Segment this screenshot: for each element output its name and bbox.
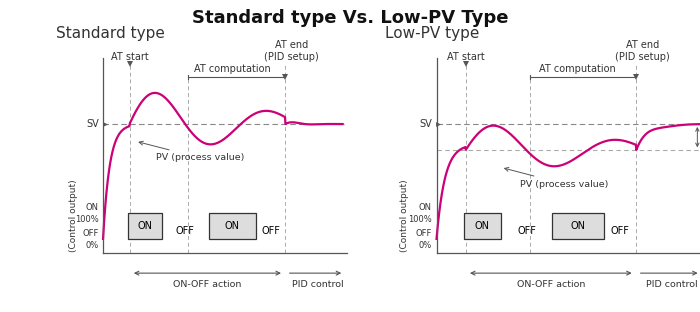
Text: AT end
(PID setup): AT end (PID setup): [615, 40, 670, 61]
Text: 0%: 0%: [85, 241, 99, 250]
Text: ON: ON: [570, 221, 586, 231]
Text: Standard type: Standard type: [56, 27, 165, 41]
Text: OFF: OFF: [610, 226, 629, 236]
Text: ON: ON: [419, 203, 432, 212]
Text: (Control output): (Control output): [400, 179, 409, 252]
Text: 0%: 0%: [419, 241, 432, 250]
Text: ON: ON: [225, 221, 240, 231]
Text: ON: ON: [85, 203, 99, 212]
Text: PID control: PID control: [646, 280, 697, 289]
Text: Low-PV type: Low-PV type: [385, 27, 480, 41]
Text: OFF: OFF: [83, 229, 99, 238]
Text: OFF: OFF: [517, 226, 536, 236]
Text: PV (process value): PV (process value): [139, 141, 244, 162]
Text: SV: SV: [419, 119, 432, 129]
Text: AT computation: AT computation: [194, 64, 270, 74]
Text: AT end
(PID setup): AT end (PID setup): [264, 40, 318, 61]
Text: ON: ON: [137, 221, 153, 231]
Bar: [552, 213, 604, 239]
Text: OFF: OFF: [415, 229, 432, 238]
Text: AT start: AT start: [447, 51, 484, 61]
Bar: [464, 213, 501, 239]
Text: 100%: 100%: [408, 215, 432, 224]
Text: 100%: 100%: [75, 215, 99, 224]
Bar: [128, 213, 162, 239]
Text: OFF: OFF: [176, 226, 195, 236]
Text: AT computation: AT computation: [539, 64, 616, 74]
Text: PV (process value): PV (process value): [505, 168, 608, 188]
Text: AT start: AT start: [111, 51, 148, 61]
Text: SV: SV: [86, 119, 99, 129]
Text: OFF: OFF: [261, 226, 280, 236]
Text: Standard type Vs. Low-PV Type: Standard type Vs. Low-PV Type: [192, 9, 508, 27]
Bar: [209, 213, 256, 239]
Text: (Control output): (Control output): [69, 179, 78, 252]
Text: ON: ON: [475, 221, 490, 231]
Text: ON-OFF action: ON-OFF action: [173, 280, 242, 289]
Text: PID control: PID control: [292, 280, 344, 289]
Text: ON-OFF action: ON-OFF action: [517, 280, 585, 289]
